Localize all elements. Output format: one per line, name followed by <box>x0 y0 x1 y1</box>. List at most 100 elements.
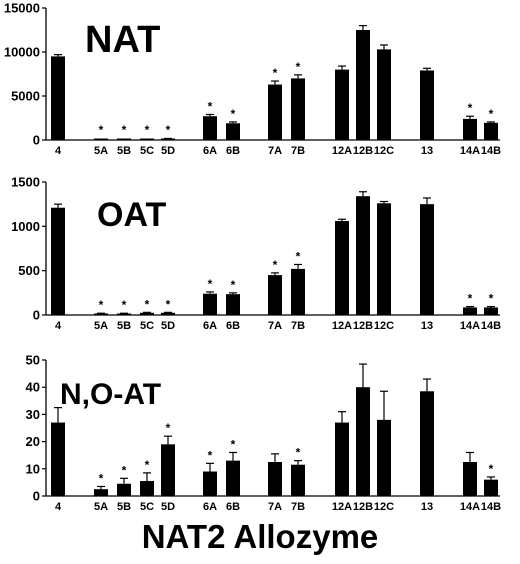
panel-3-label: N,O-AT <box>60 378 161 411</box>
panel-1-x-tick-label-12C: 12C <box>374 145 394 157</box>
panel-2-bar-5C <box>140 312 154 315</box>
panel-1-x-tick-label-6B: 6B <box>226 145 240 157</box>
panel-2-bar-14B <box>484 307 498 315</box>
panel-2-x-tick-label-5A: 5A <box>94 320 108 332</box>
panel-3-x-tick-label-6B: 6B <box>226 501 240 513</box>
panel-3-x-tick-label-6A: 6A <box>203 501 217 513</box>
panel-3-significance-7B: * <box>296 446 301 460</box>
panel-3-bar-12C <box>377 419 391 496</box>
panel-2-x-tick-label-5C: 5C <box>140 320 154 332</box>
panel-1-significance-5A: * <box>99 123 104 137</box>
panel-1-x-tick-label-14A: 14A <box>460 145 480 157</box>
panel-3-y-tick-label-3: 30 <box>26 407 40 422</box>
panel-3-x-tick-label-12C: 12C <box>374 501 394 513</box>
panel-2-bar-6A <box>203 293 217 315</box>
panel-2-significance-14B: * <box>489 292 494 306</box>
panel-2-significance-5C: * <box>145 297 150 311</box>
panel-3-bar-14B <box>484 479 498 496</box>
panel-2-bar-12A <box>335 221 349 315</box>
panel-1-x-tick-label-7B: 7B <box>291 145 305 157</box>
panel-1-x-tick-label-5C: 5C <box>140 145 154 157</box>
panel-3-x-tick-label-12B: 12B <box>353 501 373 513</box>
panel-3-significance-5C: * <box>145 458 150 472</box>
panel-2-x-tick-label-5B: 5B <box>117 320 131 332</box>
panel-2-bar-6B <box>226 294 240 315</box>
panel-3-x-tick-label-5A: 5A <box>94 501 108 513</box>
panel-3-significance-6B: * <box>231 437 236 451</box>
panel-3-x-tick-label-5C: 5C <box>140 501 154 513</box>
panel-1-bar-13 <box>420 70 434 140</box>
panel-1-significance-5C: * <box>145 123 150 137</box>
panel-1-y-tick-label-0: 0 <box>33 133 40 148</box>
panel-2-bar-7B <box>291 268 305 315</box>
panel-2-bar-14A <box>463 307 477 315</box>
panel-3-x-tick-label-5D: 5D <box>161 501 175 513</box>
panel-2-significance-6A: * <box>208 277 213 291</box>
panel-3-bar-12A <box>335 422 349 496</box>
panel-2-x-tick-label-6A: 6A <box>203 320 217 332</box>
panel-2-label: OAT <box>97 196 166 234</box>
panel-2-significance-6B: * <box>231 278 236 292</box>
panel-3-bar-5C <box>140 481 154 496</box>
panel-1-bar-7B <box>291 78 305 140</box>
panel-1-x-tick-label-13: 13 <box>421 145 433 157</box>
panel-1-bar-6B <box>226 123 240 140</box>
panel-2-x-tick-label-7B: 7B <box>291 320 305 332</box>
panel-3-x-tick-label-13: 13 <box>421 501 433 513</box>
panel-2-significance-14A: * <box>468 292 473 306</box>
panel-1-bar-14B <box>484 122 498 140</box>
panel-3-bar-7A <box>268 462 282 496</box>
panel-1-y-tick-label-3: 15000 <box>4 1 40 16</box>
panel-2-bar-5A <box>94 313 108 315</box>
panel-2-significance-5D: * <box>166 297 171 311</box>
panel-3-x-tick-label-5B: 5B <box>117 501 131 513</box>
panel-1-y-tick-label-2: 10000 <box>4 45 40 60</box>
panel-1-significance-7B: * <box>296 60 301 74</box>
panel-3-x-tick-label-14A: 14A <box>460 501 480 513</box>
panel-3-significance-5B: * <box>122 463 127 477</box>
panel-1-x-tick-label-14B: 14B <box>481 145 501 157</box>
panel-1-bar-12B <box>356 30 370 140</box>
panel-1-bar-14A <box>463 118 477 140</box>
panel-2-x-tick-label-7A: 7A <box>268 320 282 332</box>
panel-3-bar-5D <box>161 444 175 496</box>
panel-1-significance-14B: * <box>489 107 494 121</box>
panel-3-y-tick-label-1: 10 <box>26 461 40 476</box>
panel-3-x-tick-label-14B: 14B <box>481 501 501 513</box>
panel-2-significance-5A: * <box>99 298 104 312</box>
panel-2-x-tick-label-12C: 12C <box>374 320 394 332</box>
panel-2-x-tick-label-14B: 14B <box>481 320 501 332</box>
panel-3-bar-6A <box>203 471 217 496</box>
panel-3-bar-4 <box>51 422 65 496</box>
panel-2-significance-7A: * <box>273 258 278 272</box>
panel-1-bar-6A <box>203 116 217 140</box>
panel-2-y-tick-label-3: 1500 <box>11 175 40 190</box>
panel-2-x-tick-label-14A: 14A <box>460 320 480 332</box>
panel-3-x-tick-label-7A: 7A <box>268 501 282 513</box>
panel-1-x-tick-label-7A: 7A <box>268 145 282 157</box>
panel-3-bar-14A <box>463 462 477 496</box>
panel-1-label: NAT <box>85 19 160 61</box>
panel-1-x-tick-label-12A: 12A <box>332 145 352 157</box>
panel-1-significance-14A: * <box>468 101 473 115</box>
panel-2-y-tick-label-2: 1000 <box>11 219 40 234</box>
panel-2-y-tick-label-1: 500 <box>18 263 40 278</box>
panel-3-y-tick-label-4: 40 <box>26 380 40 395</box>
panel-3-bar-5A <box>94 489 108 496</box>
panel-3-significance-5D: * <box>166 421 171 435</box>
panel-2-significance-5B: * <box>122 298 127 312</box>
panel-1-significance-5D: * <box>166 123 171 137</box>
panel-3-bar-7B <box>291 464 305 496</box>
panel-2-bar-5B <box>117 313 131 315</box>
panel-2-x-tick-label-4: 4 <box>55 320 62 332</box>
panel-2-bar-12B <box>356 196 370 315</box>
panel-3-bar-13 <box>420 391 434 496</box>
panel-1-significance-5B: * <box>122 123 127 137</box>
panel-3-y-tick-label-2: 20 <box>26 434 40 449</box>
panel-2-bar-5D <box>161 312 175 315</box>
panel-1-significance-6B: * <box>231 107 236 121</box>
panel-2-bar-4 <box>51 207 65 315</box>
panel-1-x-tick-label-5D: 5D <box>161 145 175 157</box>
panel-2-x-tick-label-12A: 12A <box>332 320 352 332</box>
panel-2-bar-12C <box>377 203 391 315</box>
